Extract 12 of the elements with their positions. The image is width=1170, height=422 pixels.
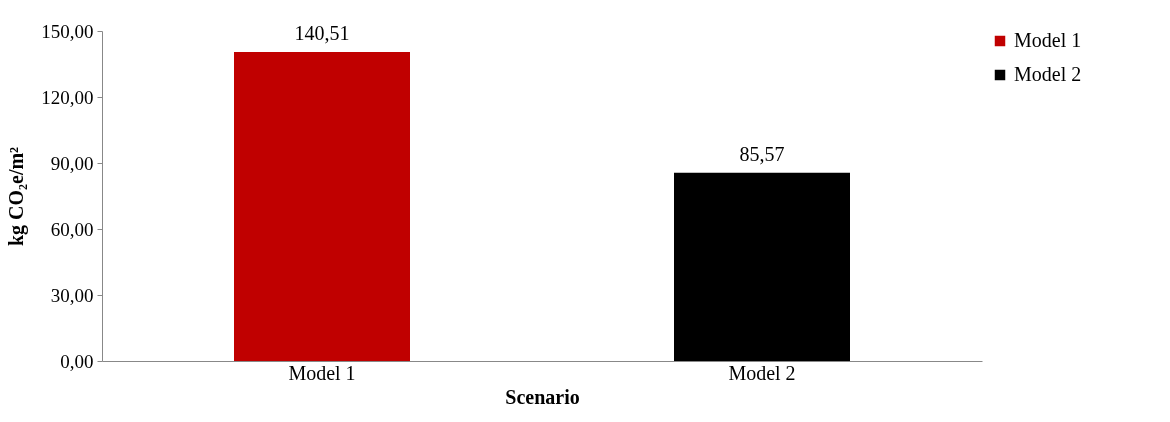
legend-label: Model 1 [1014, 29, 1082, 51]
data-label: 140,51 [294, 21, 350, 44]
y-tick-label: 30,00 [50, 284, 94, 306]
y-axis-title: kg CO₂e/m² [5, 146, 29, 247]
data-label: 85,57 [739, 142, 785, 165]
y-tick-label: 60,00 [50, 218, 94, 240]
x-axis-title: Scenario [505, 385, 580, 408]
y-tick-label: 0,00 [60, 350, 94, 372]
y-tick-label: 120,00 [41, 86, 94, 108]
legend-label: Model 2 [1014, 63, 1082, 85]
y-tick-label: 150,00 [41, 20, 94, 42]
y-tick-label: 90,00 [50, 152, 94, 174]
